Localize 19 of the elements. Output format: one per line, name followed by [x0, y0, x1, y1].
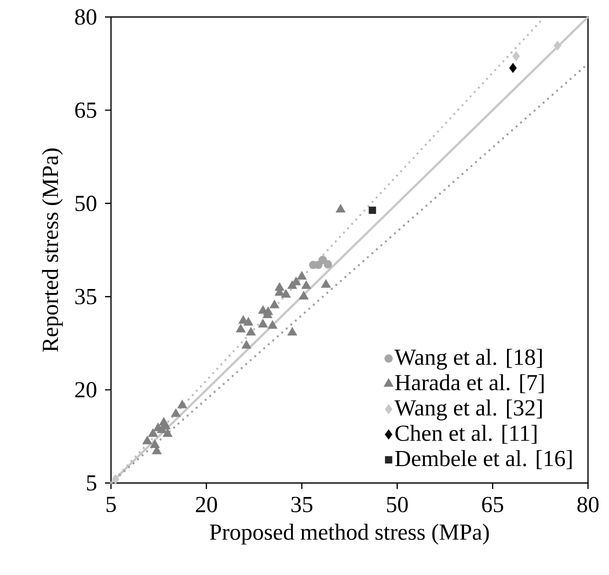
y-axis-title: Reported stress (MPa)	[42, 148, 63, 352]
x-tick-label: 50	[387, 496, 408, 512]
x-tick-label: 80	[577, 496, 599, 512]
x-tick-label: 5	[106, 496, 116, 512]
y-tick-label: 5	[87, 475, 96, 491]
y-tick-label: 80	[75, 9, 96, 25]
x-tick-label: 20	[196, 496, 217, 512]
legend-label: Chen et al. [11]	[395, 424, 536, 444]
y-tick-label: 35	[75, 288, 96, 304]
legend-label: Wang et al. [32]	[394, 400, 542, 420]
x-tick-label: 35	[291, 496, 312, 512]
legend-label: Harada et al. [7]	[395, 374, 544, 394]
x-tick-label: 65	[482, 496, 504, 512]
y-tick-label: 65	[75, 102, 96, 118]
legend-label: Dembele et al. [16]	[395, 450, 572, 470]
legend-label: Wang et al. [18]	[394, 348, 542, 370]
x-axis-title: Proposed method stress (MPa)	[210, 524, 489, 545]
y-tick-label: 20	[75, 382, 96, 398]
y-tick-label: 50	[76, 196, 96, 212]
